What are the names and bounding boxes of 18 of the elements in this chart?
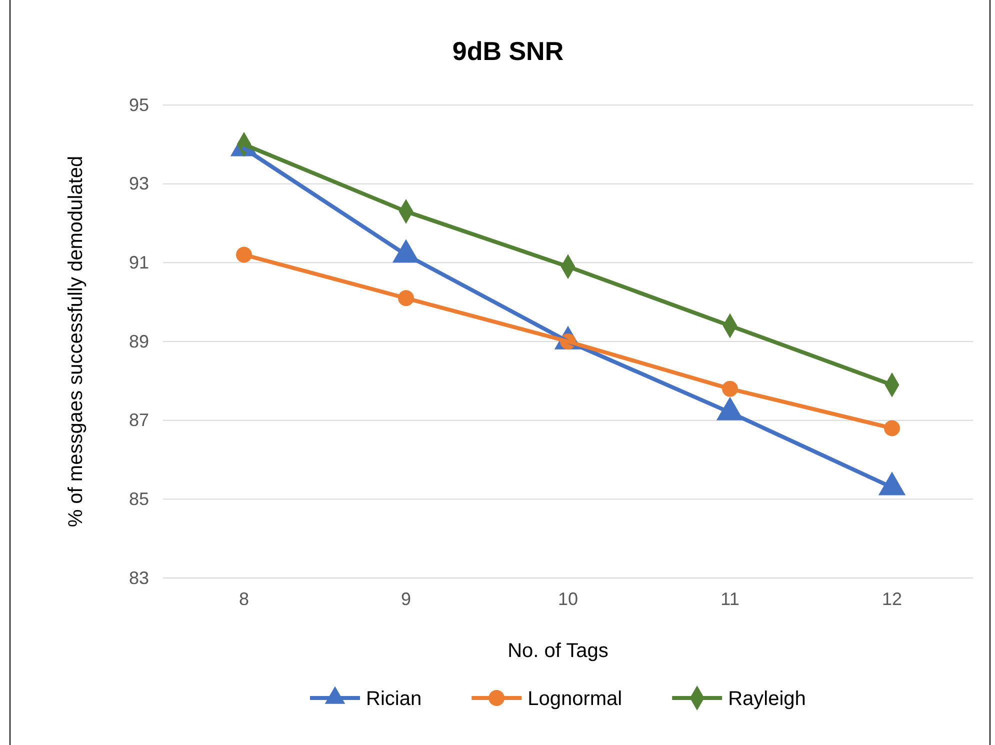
y-axis-title: % of messgaes successfully demodulated xyxy=(65,156,87,528)
chart-title: 9dB SNR xyxy=(452,36,564,66)
y-tick-label: 93 xyxy=(128,174,149,194)
y-tick-label: 83 xyxy=(128,568,149,588)
x-tick-label: 11 xyxy=(720,588,740,609)
x-tick-label: 12 xyxy=(882,588,902,609)
x-tick-label: 9 xyxy=(400,588,412,609)
legend-label: Rayleigh xyxy=(728,688,806,710)
legend-label: Lognormal xyxy=(528,688,622,710)
legend-label: Rician xyxy=(366,688,422,710)
y-tick-label: 85 xyxy=(128,488,149,509)
y-tick-label: 87 xyxy=(128,410,149,430)
x-axis-title: No. of Tags xyxy=(508,640,608,662)
x-tick-label: 8 xyxy=(238,588,250,609)
x-tick-label: 10 xyxy=(558,588,578,609)
y-tick-label: 91 xyxy=(128,252,149,272)
y-tick-label: 89 xyxy=(128,331,149,352)
y-tick-label: 95 xyxy=(128,94,149,115)
